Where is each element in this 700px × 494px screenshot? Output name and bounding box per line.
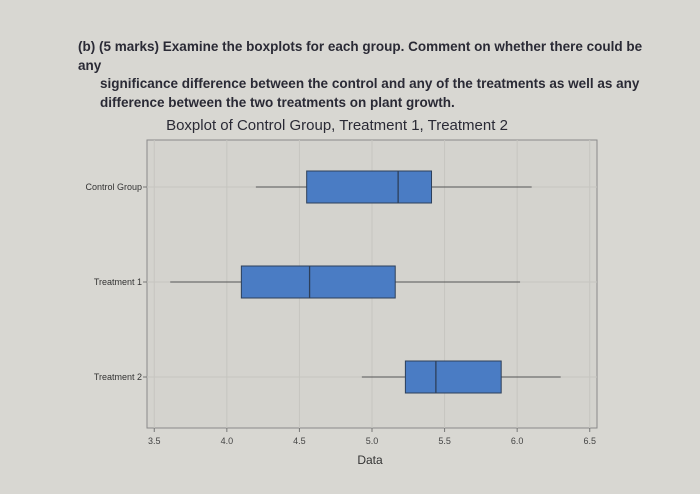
x-tick-label: 5.0: [366, 436, 379, 446]
question-line-1: (5 marks) Examine the boxplots for each …: [78, 39, 643, 73]
box: [404, 360, 502, 394]
question-label: (b): [78, 39, 96, 54]
question-line-2: significance difference between the cont…: [100, 76, 640, 91]
y-tick-label: Control Group: [85, 182, 142, 192]
box: [306, 170, 433, 204]
question-line-3: difference between the two treatments on…: [100, 94, 455, 110]
x-tick-label: 4.5: [293, 436, 306, 446]
chart-title: Boxplot of Control Group, Treatment 1, T…: [166, 117, 508, 134]
x-axis-label: Data: [357, 453, 383, 467]
question-text: (b) (5 marks) Examine the boxplots for e…: [78, 38, 668, 112]
x-tick-label: 4.0: [221, 436, 234, 446]
y-tick-label: Treatment 2: [94, 372, 142, 382]
box: [240, 265, 396, 299]
x-tick-label: 6.5: [583, 436, 596, 446]
x-tick-label: 5.5: [438, 436, 451, 446]
x-tick-label: 6.0: [511, 436, 524, 446]
y-tick-label: Treatment 1: [94, 277, 142, 287]
x-tick-label: 3.5: [148, 436, 161, 446]
